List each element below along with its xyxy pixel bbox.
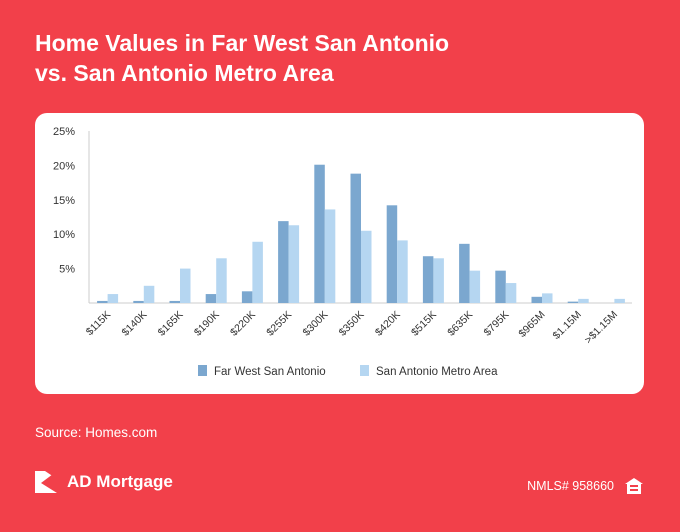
bar-far-west-7 bbox=[350, 173, 361, 303]
bar-far-west-11 bbox=[495, 270, 506, 303]
x-tick-label: $115K bbox=[84, 309, 113, 338]
bar-far-west-10 bbox=[459, 243, 470, 303]
y-tick-label: 25% bbox=[53, 126, 75, 138]
bar-metro-8 bbox=[397, 240, 408, 303]
x-tick-label: >$1.15M bbox=[582, 309, 620, 347]
x-tick-label: $255K bbox=[264, 309, 294, 339]
y-tick-label: 5% bbox=[59, 264, 75, 276]
legend: Far West San Antonio San Antonio Metro Ar… bbox=[198, 365, 498, 378]
bar-far-west-8 bbox=[386, 205, 398, 303]
bar-far-west-12 bbox=[531, 296, 542, 303]
bar-metro-1 bbox=[143, 285, 155, 303]
bar-far-west-6 bbox=[314, 164, 325, 303]
legend-label: Far West San Antonio bbox=[214, 366, 326, 378]
bar-far-west-13 bbox=[567, 301, 579, 303]
bar-metro-13 bbox=[578, 298, 589, 303]
x-tick-label: $515K bbox=[409, 309, 439, 339]
bar-metro-11 bbox=[505, 283, 517, 303]
x-tick-label: $165K bbox=[156, 309, 186, 339]
bar-far-west-4 bbox=[241, 291, 253, 303]
bar-metro-5 bbox=[288, 225, 300, 303]
bar-metro-10 bbox=[469, 270, 481, 303]
x-tick-label: $965M bbox=[516, 309, 547, 340]
bar-far-west-5 bbox=[278, 221, 289, 303]
bar-metro-7 bbox=[361, 230, 372, 303]
x-tick-label: $1.15M bbox=[551, 309, 584, 342]
legend-swatch bbox=[360, 365, 369, 376]
x-tick-label: $420K bbox=[373, 309, 403, 339]
bar-metro-12 bbox=[542, 293, 553, 303]
ad-mortgage-logo-icon bbox=[35, 471, 57, 493]
equal-housing-icon bbox=[625, 478, 643, 494]
legend-swatch bbox=[198, 365, 207, 376]
bar-far-west-1 bbox=[133, 300, 144, 303]
bar-far-west-2 bbox=[169, 300, 180, 303]
y-tick-label: 15% bbox=[53, 195, 75, 207]
bar-metro-2 bbox=[180, 268, 191, 303]
bar-metro-9 bbox=[433, 258, 444, 303]
brand-logo: AD Mortgage bbox=[35, 471, 173, 493]
x-tick-label: $140K bbox=[119, 309, 149, 339]
y-tick-label: 20% bbox=[53, 160, 75, 172]
bar-metro-0 bbox=[107, 294, 119, 303]
bars-group bbox=[97, 164, 625, 303]
bar-far-west-0 bbox=[97, 300, 108, 303]
bar-far-west-3 bbox=[205, 294, 217, 303]
chart-title-line1: Home Values in Far West San Antonio bbox=[35, 30, 450, 56]
x-tick-label: $300K bbox=[300, 309, 330, 339]
legend-label: San Antonio Metro Area bbox=[376, 366, 498, 378]
x-axis: $115K $140K $165K $190K $220K $255K $300K $350K… bbox=[84, 309, 620, 347]
y-tick-label: 10% bbox=[53, 229, 75, 241]
bar-far-west-9 bbox=[422, 256, 434, 303]
bar-metro-4 bbox=[252, 241, 263, 303]
brand-name: AD Mortgage bbox=[67, 472, 173, 491]
y-axis: 25% 20% 15% 10% 5% bbox=[53, 126, 632, 304]
bar-chart: 25% 20% 15% 10% 5% $115K $140K $165K $190K $220K… bbox=[53, 126, 632, 378]
bar-metro-6 bbox=[324, 209, 336, 303]
x-tick-label: $190K bbox=[192, 309, 222, 339]
nmls-number: NMLS# 958660 bbox=[527, 479, 614, 493]
x-tick-label: $220K bbox=[228, 309, 258, 339]
chart-card: 25% 20% 15% 10% 5% $115K $140K $165K $190K $220K… bbox=[35, 113, 644, 394]
x-tick-label: $795K bbox=[481, 309, 511, 339]
chart-title-line2: vs. San Antonio Metro Area bbox=[35, 60, 334, 86]
bar-metro-14 bbox=[614, 298, 625, 303]
source-note: Source: Homes.com bbox=[35, 425, 158, 440]
bar-metro-3 bbox=[216, 258, 227, 303]
chart-title: Home Values in Far West San Antonio vs. … bbox=[35, 28, 635, 88]
x-tick-label: $350K bbox=[337, 309, 367, 339]
x-tick-label: $635K bbox=[445, 309, 475, 339]
